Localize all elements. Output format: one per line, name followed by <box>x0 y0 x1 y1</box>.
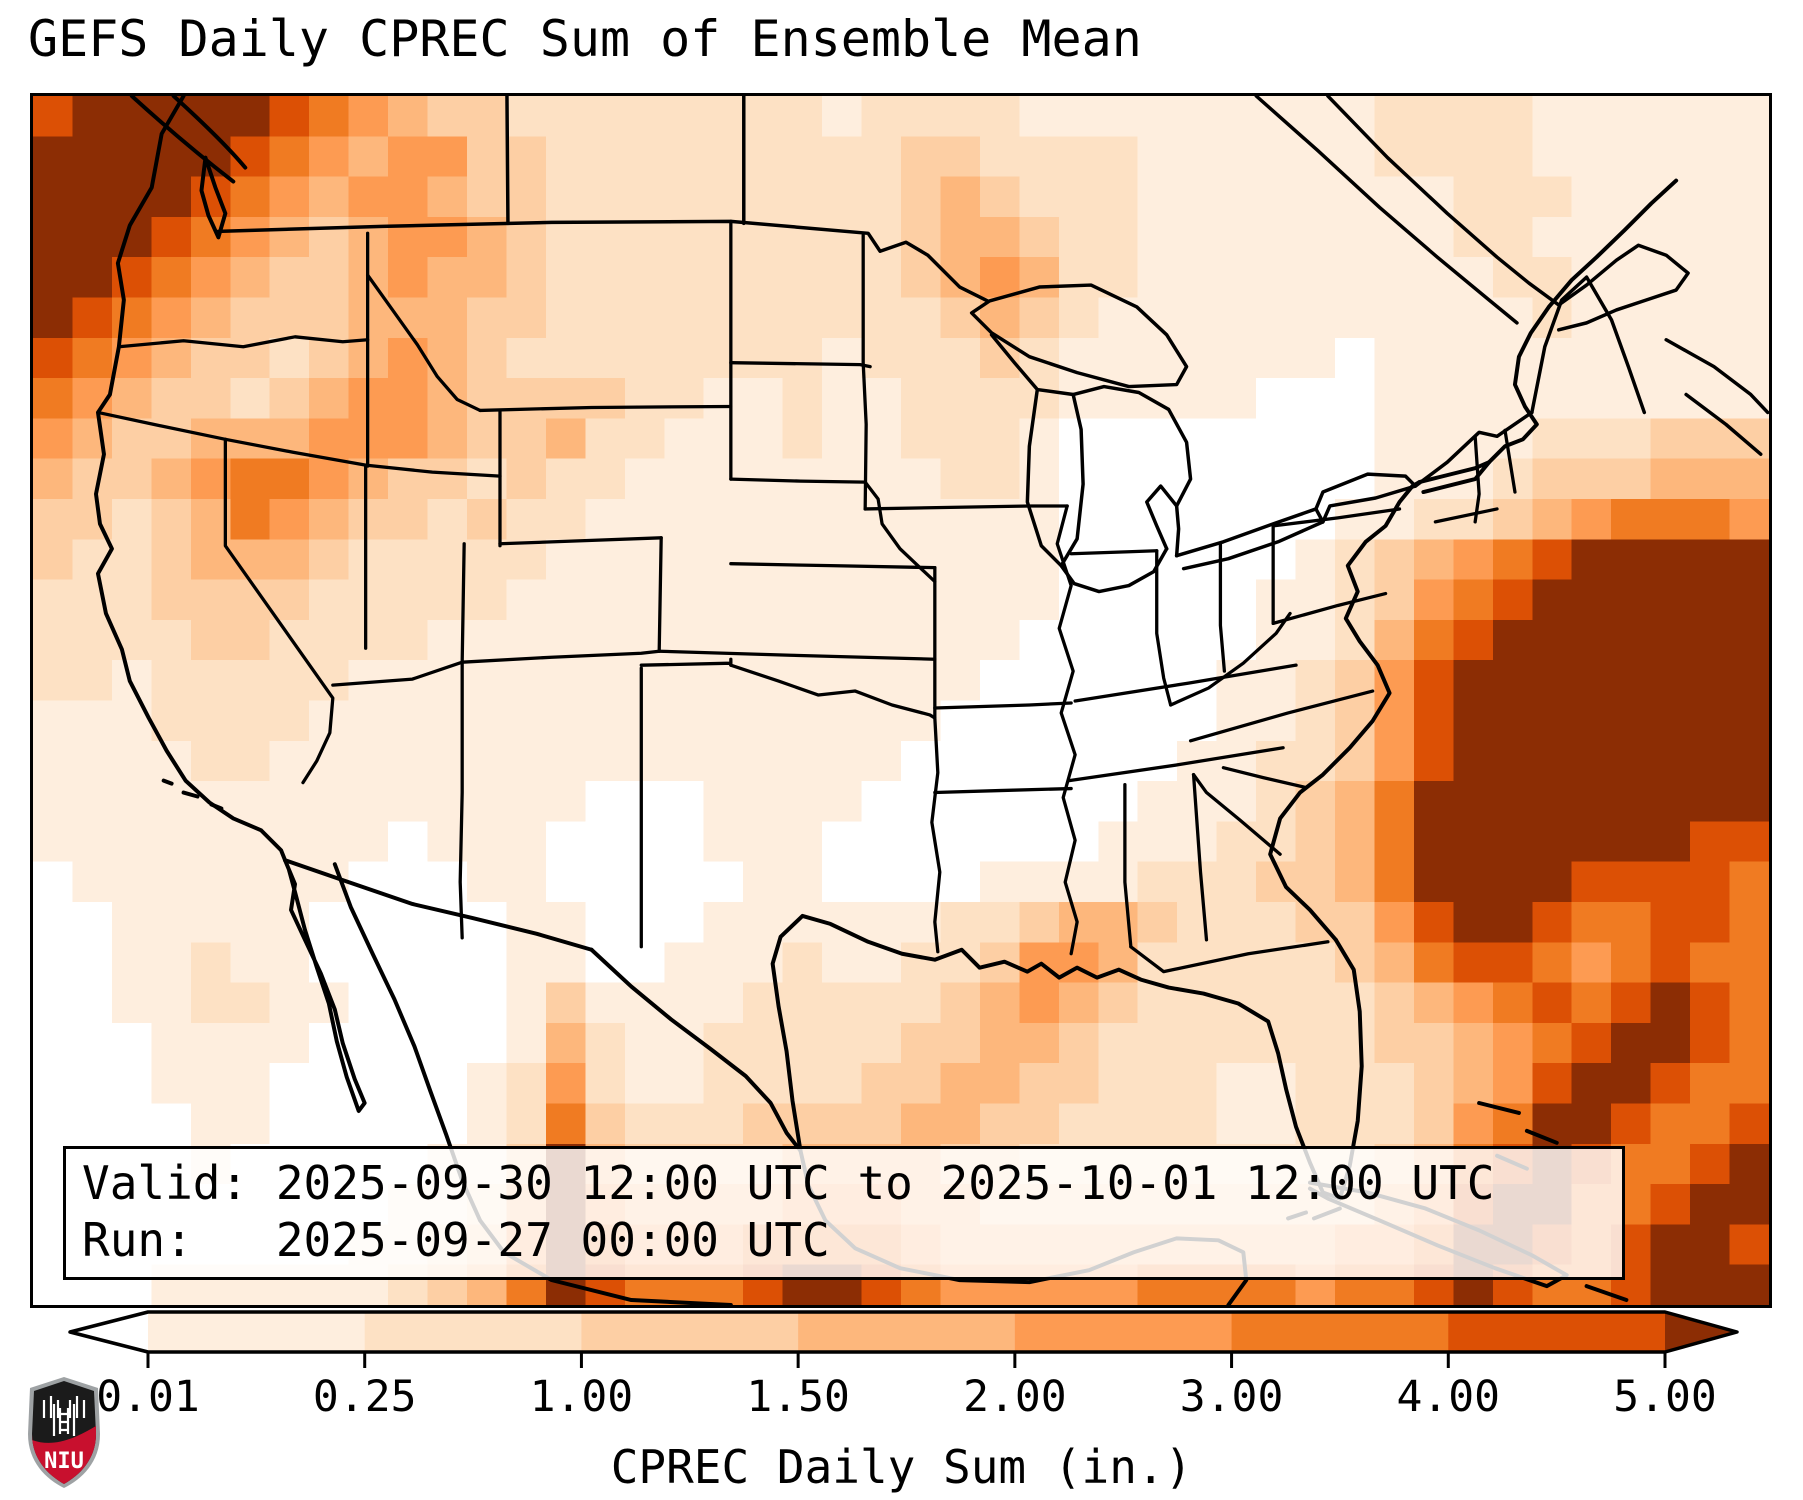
colorbar-under-arrow <box>70 1312 148 1352</box>
colorbar-tick-label: 3.00 <box>1179 1372 1284 1422</box>
colorbar-axis-label: CPREC Daily Sum (in.) <box>610 1440 1193 1494</box>
valid-time-text: Valid: 2025-09-30 12:00 UTC to 2025-10-0… <box>82 1156 1495 1210</box>
colorbar-tick-label: 1.50 <box>746 1372 850 1422</box>
colorbar-tick-label: 0.25 <box>312 1372 417 1422</box>
niu-shield-red <box>32 1426 96 1484</box>
colorbar-tick-marks <box>146 1352 1667 1368</box>
run-time-text: Run: 2025-09-27 00:00 UTC <box>82 1213 830 1267</box>
colorbar-outline <box>68 1310 1739 1354</box>
niu-logo: NIU <box>28 1377 100 1488</box>
map-axes: Valid: 2025-09-30 12:00 UTC to 2025-10-0… <box>30 93 1772 1308</box>
colorbar-tick-labels: 0.01 0.25 1.00 1.50 2.00 3.00 4.00 5.00 <box>96 1372 1717 1422</box>
colorbar-tick-label: 5.00 <box>1613 1372 1717 1422</box>
colorbar <box>68 1310 1739 1368</box>
state-borders <box>96 219 1517 974</box>
colorbar-tick-label: 0.01 <box>96 1372 200 1422</box>
niu-castle-icon <box>42 1396 86 1436</box>
colorbar-over-arrow <box>1665 1312 1737 1352</box>
great-lakes <box>969 283 1418 594</box>
colorbar-tick-label: 2.00 <box>963 1372 1067 1422</box>
niu-logo-text: NIU <box>44 1449 84 1474</box>
valid-run-annotation: Valid: 2025-09-30 12:00 UTC to 2025-10-0… <box>63 1146 1625 1280</box>
geography-overlay <box>94 96 1769 1305</box>
colorbar-tick-label: 1.00 <box>529 1372 634 1422</box>
colorbar-cells <box>148 1312 1666 1352</box>
colorbar-tick-label: 4.00 <box>1396 1372 1501 1422</box>
canada-borders <box>216 96 1769 488</box>
page-title: GEFS Daily CPREC Sum of Ensemble Mean <box>28 10 1142 68</box>
